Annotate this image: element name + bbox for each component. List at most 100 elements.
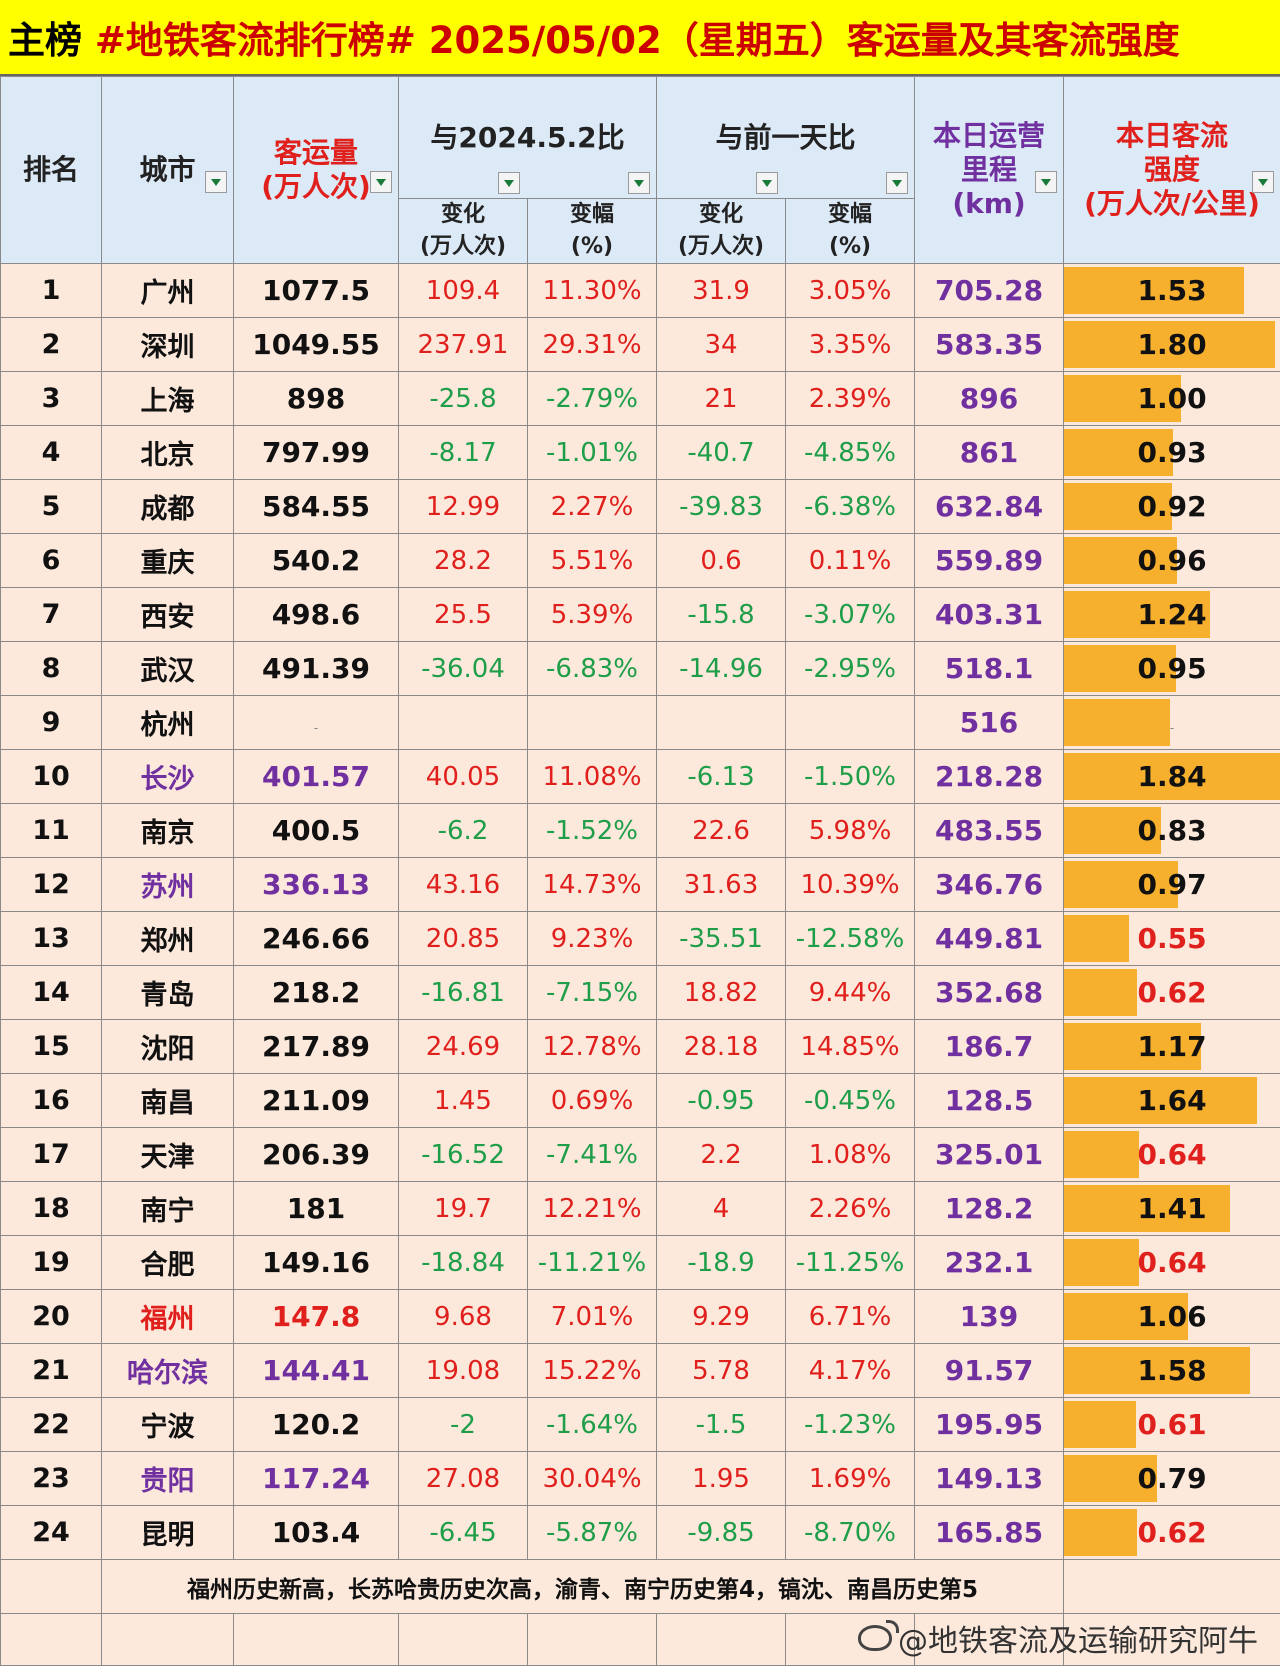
dod-pct-cell: 1.08% xyxy=(785,1127,916,1182)
yoy-pct-cell: -7.15% xyxy=(526,965,658,1020)
table-row: 13 郑州 246.66 20.85 9.23% -35.51 -12.58% 449.81 0… xyxy=(0,911,1280,966)
header-intensity[interactable]: 本日客流 强度 (万人次/公里) xyxy=(1063,76,1280,264)
dod-pct-cell: -1.50% xyxy=(785,749,916,804)
note-row: 福州历史新高，长苏哈贵历史次高，渝青、南宁历史第4，镐沈、南昌历史第5 xyxy=(0,1559,1280,1614)
intensity-cell: 0.97 xyxy=(1063,857,1280,912)
mileage-cell: 449.81 xyxy=(914,911,1065,966)
intensity-bar xyxy=(1064,1131,1140,1178)
intensity-bar xyxy=(1064,321,1276,368)
flow-cell: - xyxy=(233,695,399,750)
dod-pct-cell: 0.11% xyxy=(785,533,916,588)
city-cell: 郑州 xyxy=(101,911,234,966)
intensity-bar xyxy=(1064,537,1177,584)
header-flow[interactable]: 客运量 (万人次) xyxy=(233,76,399,264)
intensity-bar xyxy=(1064,591,1210,638)
header-vs-prev-day[interactable]: 与前一天比 xyxy=(656,76,916,199)
yoy-pct-cell: -5.87% xyxy=(526,1505,658,1560)
intensity-value: 0.95 xyxy=(1137,652,1207,685)
header-rank: 排名 xyxy=(0,76,102,264)
filter-dropdown-icon[interactable] xyxy=(498,172,521,194)
filter-dropdown-icon[interactable] xyxy=(205,171,227,193)
filter-dropdown-icon[interactable] xyxy=(1035,171,1058,193)
rank-cell: 2 xyxy=(0,317,102,372)
rank-cell: 7 xyxy=(0,587,102,642)
flow-cell: 149.16 xyxy=(233,1235,399,1290)
yoy-pct-cell: 12.21% xyxy=(526,1181,658,1236)
rank-cell: 19 xyxy=(0,1235,102,1290)
yoy-change-cell: -25.8 xyxy=(398,371,528,426)
intensity-bar xyxy=(1064,645,1176,692)
dod-change-cell: 31.9 xyxy=(656,263,787,318)
table-row: 4 北京 797.99 -8.17 -1.01% -40.7 -4.85% 861 0.93 xyxy=(0,425,1280,480)
dod-pct-cell: -2.95% xyxy=(785,641,916,696)
mileage-cell: 403.31 xyxy=(914,587,1065,642)
rank-cell: 14 xyxy=(0,965,102,1020)
yoy-pct-cell: 12.78% xyxy=(526,1019,658,1074)
rank-cell: 1 xyxy=(0,263,102,318)
filter-dropdown-icon[interactable] xyxy=(1252,171,1275,193)
table-row: 5 成都 584.55 12.99 2.27% -39.83 -6.38% 632.84 0.9… xyxy=(0,479,1280,534)
header-vs-last-year[interactable]: 与2024.5.2比 xyxy=(397,76,658,199)
header-dod-pct: 变幅 (%) xyxy=(785,198,916,264)
yoy-change-cell: -8.17 xyxy=(398,425,528,480)
yoy-change-cell xyxy=(398,695,528,750)
intensity-cell: 0.61 xyxy=(1063,1397,1280,1452)
intensity-value: 0.61 xyxy=(1137,1408,1207,1441)
filter-dropdown-icon[interactable] xyxy=(756,172,779,194)
table-row: 1 广州 1077.5 109.4 11.30% 31.9 3.05% 705.28 1.53 xyxy=(0,263,1280,318)
intensity-value: 0.62 xyxy=(1137,976,1207,1009)
mileage-cell: 218.28 xyxy=(914,749,1065,804)
dod-pct-cell: -12.58% xyxy=(785,911,916,966)
watermark: @地铁客流及运输研究阿牛 xyxy=(858,1616,1258,1660)
dod-change-cell: 21 xyxy=(656,371,787,426)
mileage-cell: 632.84 xyxy=(914,479,1065,534)
filter-dropdown-icon[interactable] xyxy=(628,172,651,194)
intensity-cell: 0.95 xyxy=(1063,641,1280,696)
city-cell: 合肥 xyxy=(101,1235,234,1290)
yoy-pct-cell: 7.01% xyxy=(526,1289,658,1344)
intensity-value: 0.83 xyxy=(1137,814,1207,847)
flow-cell: 336.13 xyxy=(233,857,399,912)
intensity-cell: 1.00 xyxy=(1063,371,1280,426)
intensity-bar xyxy=(1064,429,1174,476)
intensity-value: 1.58 xyxy=(1137,1354,1207,1387)
table-row: 14 青岛 218.2 -16.81 -7.15% 18.82 9.44% 352.68 0.6… xyxy=(0,965,1280,1020)
city-cell: 深圳 xyxy=(101,317,234,372)
intensity-cell: 0.92 xyxy=(1063,479,1280,534)
intensity-bar xyxy=(1064,375,1182,422)
dod-change-cell: 22.6 xyxy=(656,803,787,858)
yoy-pct-cell: 11.08% xyxy=(526,749,658,804)
intensity-bar xyxy=(1064,1401,1136,1448)
dod-change-cell: 9.29 xyxy=(656,1289,787,1344)
intensity-bar xyxy=(1064,753,1280,800)
table-row: 3 上海 898 -25.8 -2.79% 21 2.39% 896 1.00 xyxy=(0,371,1280,426)
city-cell: 上海 xyxy=(101,371,234,426)
table-row: 10 长沙 401.57 40.05 11.08% -6.13 -1.50% 218.28 1.… xyxy=(0,749,1280,804)
intensity-value: 1.41 xyxy=(1137,1192,1207,1225)
header-mileage[interactable]: 本日运营 里程 (km) xyxy=(914,76,1065,264)
dod-change-cell: -39.83 xyxy=(656,479,787,534)
table-row: 11 南京 400.5 -6.2 -1.52% 22.6 5.98% 483.55 0.83 xyxy=(0,803,1280,858)
yoy-change-cell: 237.91 xyxy=(398,317,528,372)
empty-row xyxy=(0,1613,1280,1666)
rank-cell: 12 xyxy=(0,857,102,912)
rank-cell: 18 xyxy=(0,1181,102,1236)
intensity-bar xyxy=(1064,1185,1230,1232)
rank-cell: 17 xyxy=(0,1127,102,1182)
mileage-cell: 195.95 xyxy=(914,1397,1065,1452)
intensity-cell: 1.53 xyxy=(1063,263,1280,318)
header-city[interactable]: 城市 xyxy=(101,76,234,264)
yoy-pct-cell: 5.51% xyxy=(526,533,658,588)
mileage-cell: 149.13 xyxy=(914,1451,1065,1506)
filter-dropdown-icon[interactable] xyxy=(886,172,909,194)
rank-cell: 5 xyxy=(0,479,102,534)
dod-pct-cell: -11.25% xyxy=(785,1235,916,1290)
flow-cell: 217.89 xyxy=(233,1019,399,1074)
intensity-value: 1.06 xyxy=(1137,1300,1207,1333)
dod-change-cell: 4 xyxy=(656,1181,787,1236)
city-cell: 武汉 xyxy=(101,641,234,696)
mileage-cell: 583.35 xyxy=(914,317,1065,372)
city-cell: 青岛 xyxy=(101,965,234,1020)
intensity-value: 1.64 xyxy=(1137,1084,1207,1117)
filter-dropdown-icon[interactable] xyxy=(370,171,392,193)
